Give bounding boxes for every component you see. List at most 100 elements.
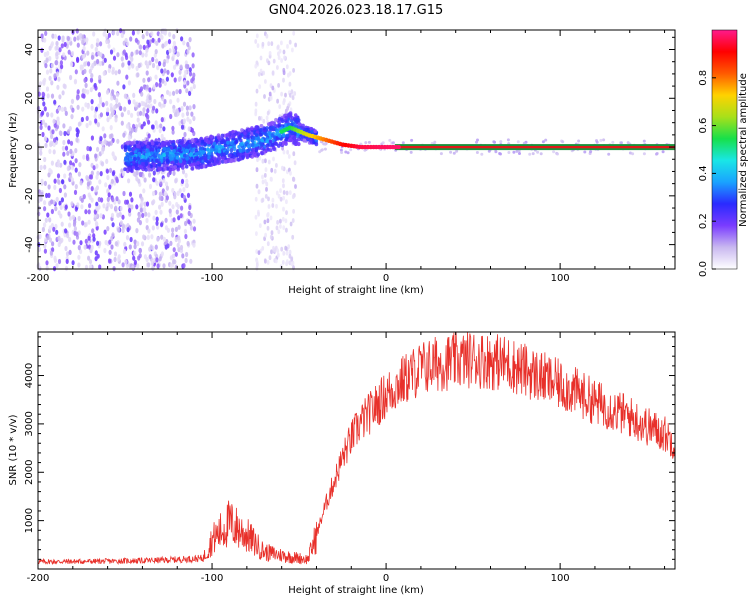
heatmap-cell [292, 151, 296, 157]
heatmap-cell [113, 104, 117, 110]
heatmap-cell [60, 197, 64, 203]
heatmap-cell [169, 113, 173, 120]
heatmap-cell [161, 29, 165, 35]
heatmap-cell [115, 98, 119, 104]
heatmap-cell [172, 217, 176, 223]
heatmap-cell [266, 225, 270, 231]
heatmap-cell [154, 158, 159, 163]
heatmap-cell [259, 124, 264, 128]
heatmap-cell [142, 121, 146, 127]
heatmap-cell [271, 85, 275, 91]
heatmap-cell [143, 177, 147, 183]
heatmap-cell [277, 229, 281, 235]
heatmap-cell [531, 152, 535, 156]
heatmap-cell [108, 64, 112, 70]
heatmap-cell [122, 84, 126, 90]
heatmap-cell [45, 265, 49, 271]
heatmap-cell [41, 226, 46, 233]
heatmap-cell [100, 161, 105, 167]
heatmap-cell [68, 222, 72, 228]
heatmap-cell [94, 46, 98, 53]
heatmap-cell [253, 153, 257, 158]
heatmap-cell [178, 69, 182, 75]
heatmap-cell [179, 244, 184, 251]
heatmap-cell [186, 240, 190, 247]
heatmap-cell [180, 205, 184, 211]
heatmap-cell [71, 107, 75, 113]
heatmap-cell [270, 133, 275, 138]
heatmap-cell [168, 200, 172, 206]
heatmap-cell [170, 164, 174, 169]
heatmap-cell [99, 41, 103, 47]
heatmap-cell [92, 165, 96, 171]
heatmap-cell [140, 142, 145, 147]
heatmap-cell [106, 174, 110, 181]
heatmap-cell [62, 139, 66, 146]
heatmap-cell [77, 215, 81, 222]
heatmap-cell [55, 40, 59, 47]
heatmap-cell [128, 191, 133, 197]
heatmap-cell [291, 95, 295, 101]
y-tick-label: 1000 [24, 508, 35, 533]
ridge-track [279, 125, 675, 151]
heatmap-cell [182, 263, 186, 269]
heatmap-cell [276, 65, 279, 70]
heatmap-cell [256, 43, 260, 48]
heatmap-cell [168, 31, 172, 37]
heatmap-cell [215, 148, 219, 153]
heatmap-cell [182, 101, 187, 107]
heatmap-cell [264, 258, 267, 264]
heatmap-cell [111, 171, 115, 177]
heatmap-cell [261, 174, 264, 180]
heatmap-cell [172, 48, 176, 54]
heatmap-cell [61, 145, 65, 151]
heatmap-cell [69, 61, 74, 67]
heatmap-cell [155, 220, 159, 226]
heatmap-cell [135, 228, 139, 234]
heatmap-cell [133, 157, 137, 161]
heatmap-cell [121, 62, 125, 68]
heatmap-cell [44, 63, 48, 69]
heatmap-cell [158, 128, 162, 134]
heatmap-cell [138, 248, 142, 254]
heatmap-cell [158, 256, 162, 262]
heatmap-cell [93, 209, 97, 215]
heatmap-cell [155, 141, 159, 146]
heatmap-cell [176, 190, 180, 196]
heatmap-cell [191, 149, 195, 153]
heatmap-cell [238, 148, 243, 153]
heatmap-cell [150, 124, 155, 130]
heatmap-cell [188, 105, 192, 111]
heatmap-cell [280, 91, 283, 97]
heatmap-cell [162, 61, 166, 68]
heatmap-cell [90, 105, 94, 111]
heatmap-cell [138, 171, 142, 177]
heatmap-cell [234, 139, 239, 144]
heatmap-cell [163, 80, 167, 86]
heatmap-cell [44, 30, 48, 36]
heatmap-cell [72, 221, 77, 227]
heatmap-cell [160, 234, 164, 240]
heatmap-cell [114, 241, 118, 247]
heatmap-cell [162, 153, 166, 157]
heatmap-cell [142, 44, 146, 51]
heatmap-cell [95, 174, 99, 180]
heatmap-cell [172, 247, 176, 253]
heatmap-cell [308, 138, 313, 143]
heatmap-cell [243, 131, 247, 136]
heatmap-cell [59, 213, 63, 219]
heatmap-cell [67, 49, 71, 55]
heatmap-cell [284, 218, 288, 224]
heatmap-cell [74, 69, 78, 75]
heatmap-cell [261, 246, 265, 251]
heatmap-cell [92, 233, 96, 239]
heatmap-cell [272, 245, 275, 251]
x-tick-label: 100 [551, 273, 570, 284]
heatmap-cell [267, 159, 271, 165]
heatmap-cell [126, 41, 130, 47]
heatmap-cell [172, 149, 176, 154]
heatmap-cell [272, 58, 276, 64]
heatmap-cell [147, 228, 151, 234]
snr-series-line [37, 332, 676, 565]
heatmap-cell [77, 121, 81, 127]
